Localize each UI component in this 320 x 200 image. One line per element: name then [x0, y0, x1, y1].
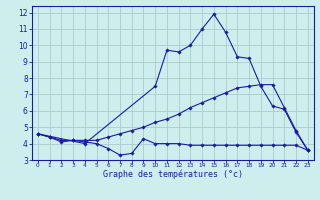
X-axis label: Graphe des températures (°c): Graphe des températures (°c): [103, 170, 243, 179]
